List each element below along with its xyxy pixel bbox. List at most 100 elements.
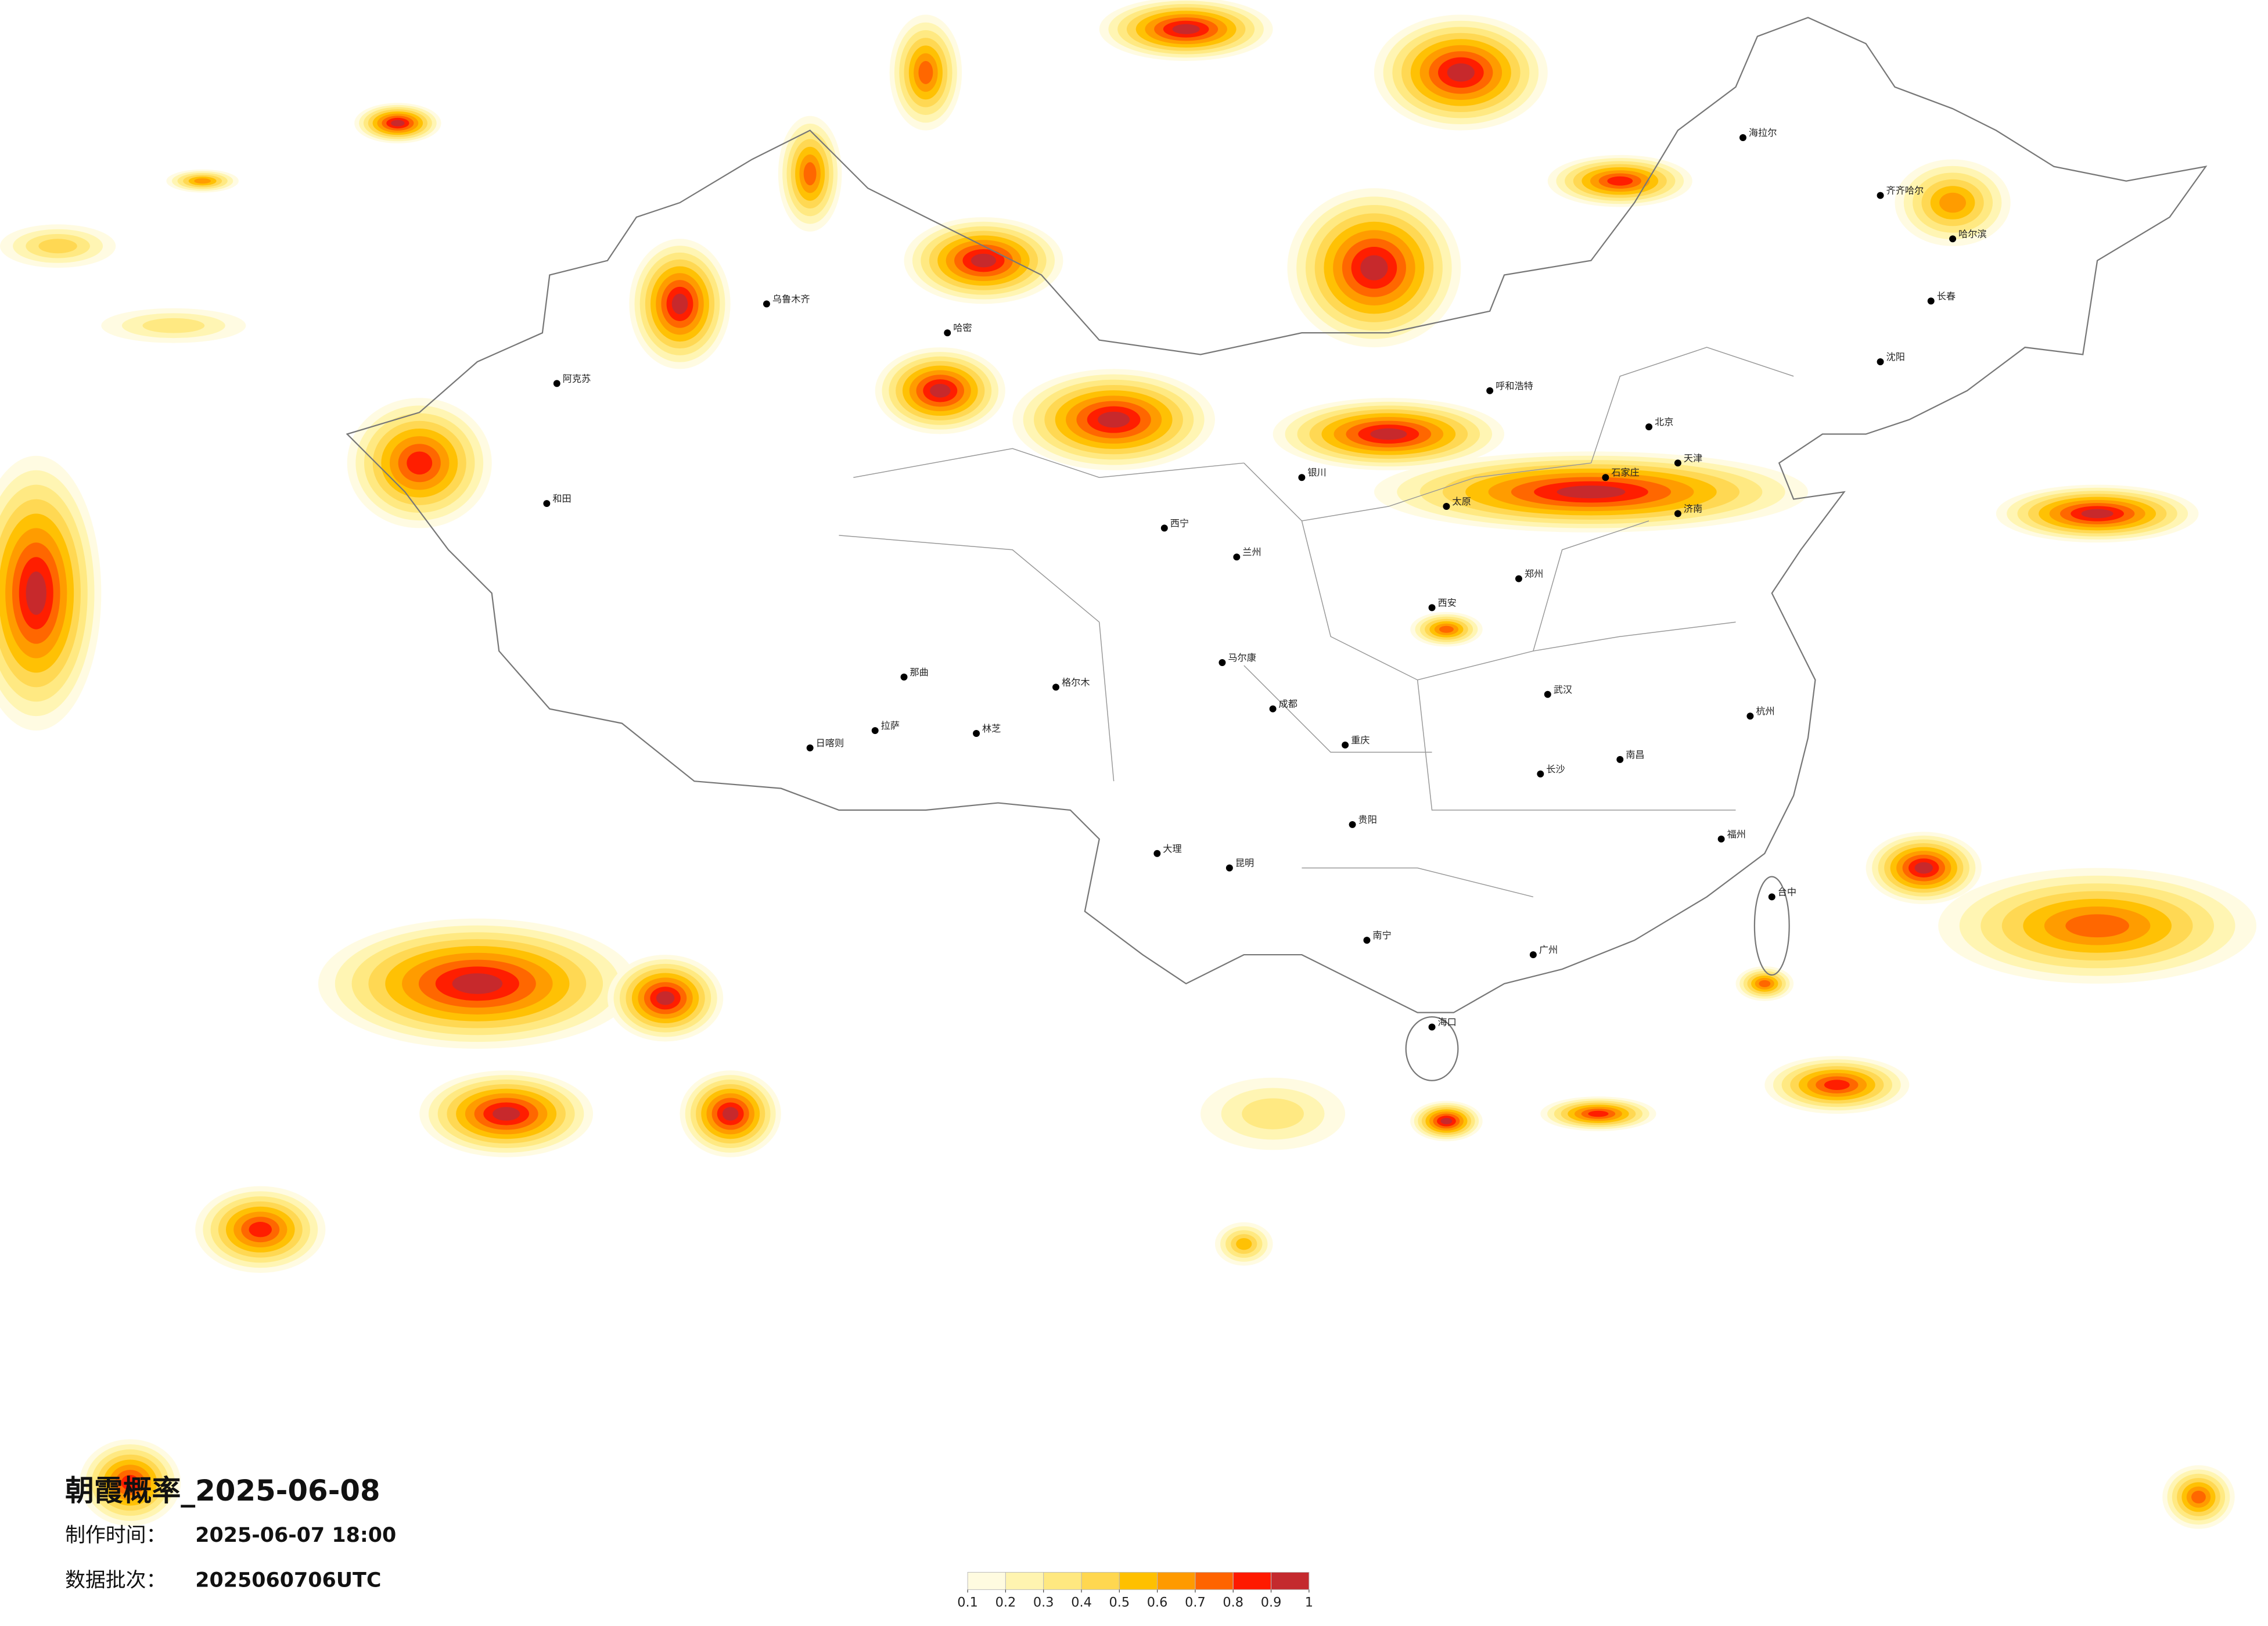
city-label: 贵阳 <box>1358 814 1377 825</box>
probability-patch <box>803 162 817 186</box>
city-label: 拉萨 <box>881 720 900 731</box>
legend-tick-label: 1 <box>1305 1595 1313 1610</box>
probability-field <box>0 0 2257 1529</box>
legend-tick-label: 0.7 <box>1185 1595 1206 1610</box>
city-label: 格尔木 <box>1062 677 1090 688</box>
city-dot <box>900 673 908 681</box>
color-legend: 0.1 0.2 0.3 0.4 0.5 0.6 0.7 0.8 0.9 1 <box>957 1571 1313 1610</box>
city-dot <box>1529 951 1537 959</box>
city-label: 太原 <box>1452 496 1471 507</box>
city-label: 长春 <box>1937 290 1956 301</box>
city-dot <box>1616 756 1624 763</box>
legend-swatch <box>1157 1571 1196 1590</box>
city-label: 南宁 <box>1372 930 1391 941</box>
city-dot <box>1269 705 1277 713</box>
city-label: 大理 <box>1163 843 1181 854</box>
city-dot <box>1349 821 1356 828</box>
city-dot <box>1927 297 1935 305</box>
city-dot <box>1877 358 1884 365</box>
probability-patch <box>1824 1080 1850 1090</box>
probability-patch <box>918 60 933 84</box>
probability-patch <box>971 253 997 268</box>
city-label: 郑州 <box>1525 569 1543 580</box>
title: 朝霞概率_2025-06-08 <box>65 1474 380 1508</box>
probability-patch <box>2191 1491 2206 1503</box>
city-label: 齐齐哈尔 <box>1886 185 1924 196</box>
probability-patch <box>722 1107 739 1121</box>
legend-swatch <box>1195 1571 1234 1590</box>
city-label: 广州 <box>1539 944 1558 955</box>
city-dot <box>1428 604 1436 611</box>
legend-swatch <box>1005 1571 1044 1590</box>
probability-patch <box>38 239 77 254</box>
probability-patch <box>1236 1238 1252 1250</box>
made-time-label: 制作时间： <box>65 1524 166 1547</box>
legend-swatch <box>1271 1571 1310 1590</box>
probability-patch <box>1588 1110 1609 1117</box>
city-label: 武汉 <box>1554 684 1572 695</box>
probability-patch <box>391 120 405 127</box>
probability-patch <box>1360 255 1388 280</box>
probability-patch <box>1447 63 1475 82</box>
city-label: 那曲 <box>910 667 928 678</box>
city-label: 北京 <box>1655 416 1673 427</box>
probability-patch <box>1914 862 1933 874</box>
probability-patch <box>2065 914 2129 938</box>
city-dot <box>1486 387 1494 394</box>
city-dot <box>1160 524 1168 532</box>
city-dot <box>944 329 951 337</box>
legend-swatch <box>1232 1571 1272 1590</box>
probability-patch <box>407 451 433 475</box>
probability-patch <box>1098 411 1130 428</box>
city-label: 石家庄 <box>1611 467 1640 478</box>
city-label: 海口 <box>1437 1017 1456 1028</box>
city-dot <box>1153 850 1161 857</box>
legend-tick-label: 0.6 <box>1147 1595 1168 1610</box>
probability-patch <box>930 383 951 398</box>
legend-tick-label: 0.2 <box>995 1595 1016 1610</box>
city-dot <box>1768 893 1775 901</box>
city-dot <box>1674 510 1681 517</box>
taiwan <box>1753 876 1790 976</box>
probability-patch <box>1242 1098 1304 1129</box>
made-time-value: 2025-06-07 18:00 <box>195 1524 396 1547</box>
city-dot <box>973 730 980 738</box>
probability-patch <box>26 571 46 615</box>
legend-tick-label: 0.1 <box>957 1595 978 1610</box>
city-label: 阿克苏 <box>563 373 591 384</box>
probability-patch <box>121 1474 139 1491</box>
city-dot <box>1225 864 1233 872</box>
city-label: 兰州 <box>1242 546 1261 557</box>
probability-patch <box>1439 625 1454 633</box>
city-dot <box>1219 659 1226 666</box>
city-label: 银川 <box>1307 467 1326 478</box>
legend-swatch <box>1081 1571 1120 1590</box>
city-label: 日喀则 <box>816 738 844 749</box>
probability-patch <box>2081 509 2114 519</box>
city-label: 马尔康 <box>1228 652 1256 663</box>
city-dot <box>1537 770 1544 778</box>
probability-patch <box>1370 428 1407 440</box>
city-label: 沈阳 <box>1886 351 1905 362</box>
city-dot <box>1342 741 1349 749</box>
legend-tick-label: 0.8 <box>1223 1595 1243 1610</box>
city-dot <box>1717 835 1725 843</box>
city-dot <box>1739 134 1746 141</box>
city-label: 西安 <box>1437 597 1456 608</box>
city-dot <box>1602 474 1609 481</box>
hainan <box>1405 1016 1459 1081</box>
city-label: 海拉尔 <box>1749 127 1777 138</box>
city-dot <box>1544 690 1551 698</box>
city-label: 乌鲁木齐 <box>772 293 810 304</box>
city-dot <box>543 500 551 508</box>
probability-patch <box>656 991 675 1005</box>
city-label: 哈尔滨 <box>1958 228 1987 239</box>
city-dot <box>1298 474 1306 481</box>
city-label: 长沙 <box>1546 764 1565 775</box>
probability-patch <box>493 1107 520 1121</box>
city-label: 重庆 <box>1351 735 1370 746</box>
city-label: 哈密 <box>953 322 972 333</box>
